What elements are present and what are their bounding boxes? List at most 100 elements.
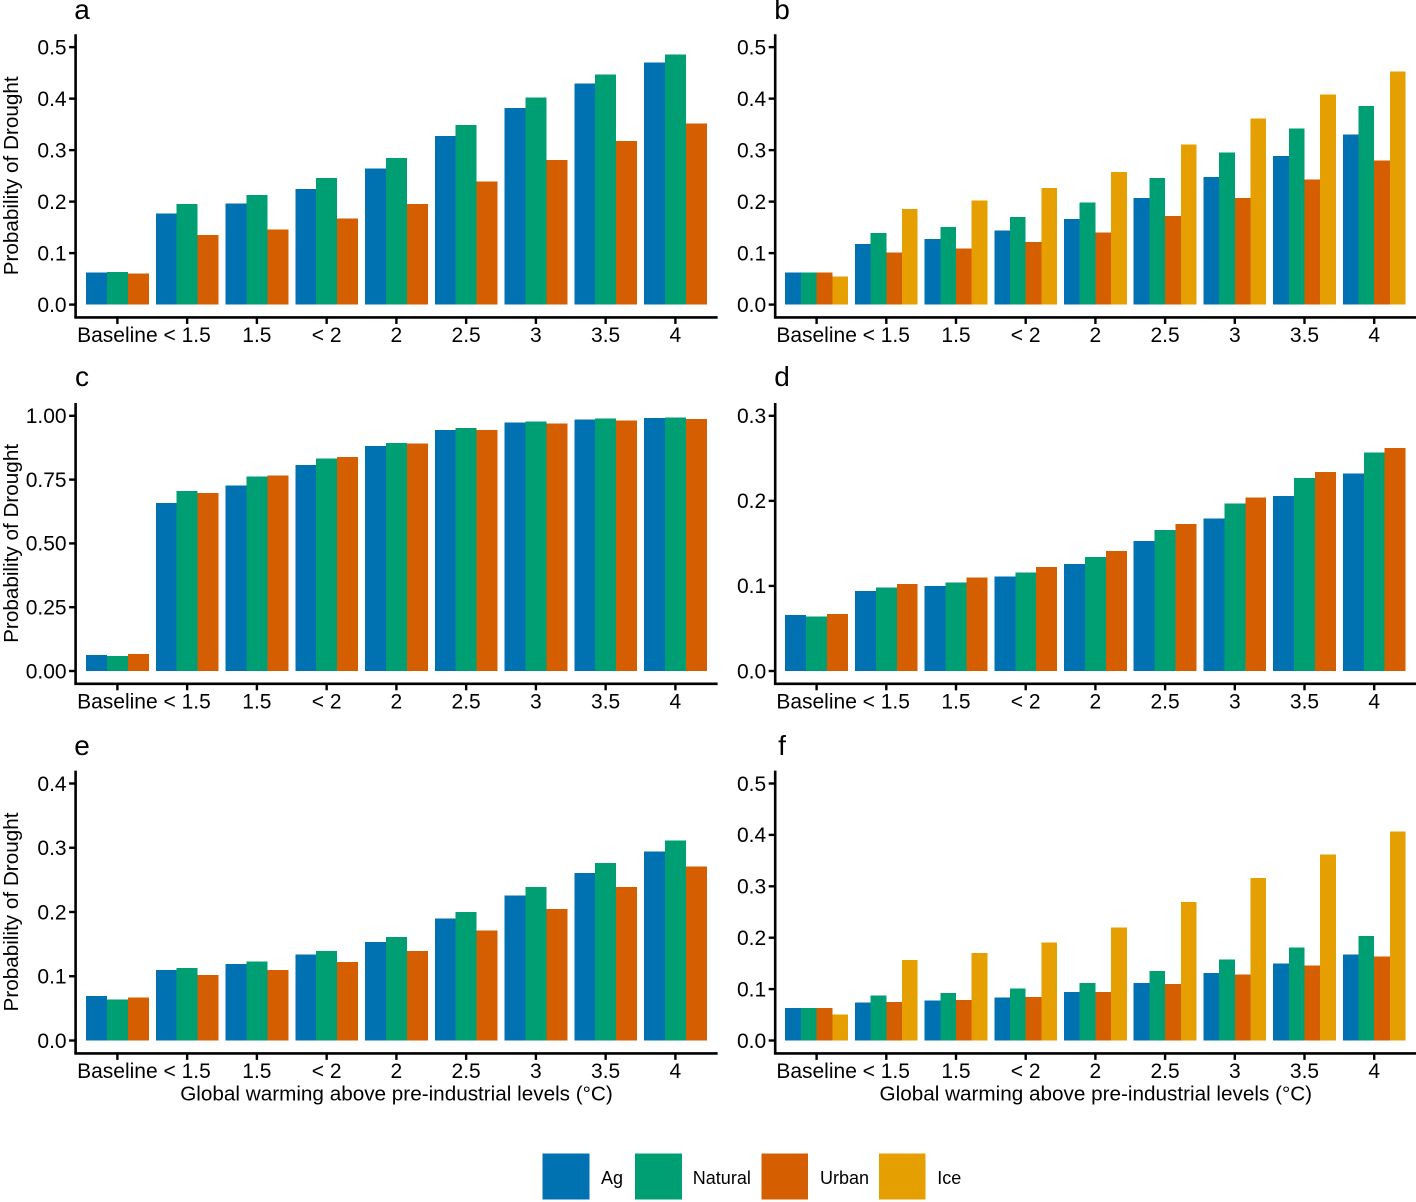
svg-text:0.2: 0.2: [737, 490, 766, 513]
svg-text:0.4: 0.4: [737, 824, 767, 847]
svg-text:1.5: 1.5: [941, 691, 970, 714]
svg-text:1.5: 1.5: [242, 1060, 271, 1083]
svg-text:Ag: Ag: [601, 1168, 623, 1188]
svg-text:0.1: 0.1: [737, 242, 766, 265]
svg-text:0.0: 0.0: [37, 1030, 66, 1053]
svg-text:0.00: 0.00: [26, 660, 67, 683]
svg-text:< 2: < 2: [312, 1060, 342, 1083]
svg-text:Baseline: Baseline: [77, 1060, 158, 1083]
svg-text:Probability of Drought: Probability of Drought: [0, 812, 23, 1011]
svg-text:0.3: 0.3: [737, 139, 766, 162]
svg-text:< 2: < 2: [1011, 1060, 1041, 1083]
svg-text:Urban: Urban: [820, 1168, 869, 1188]
svg-text:f: f: [778, 730, 786, 761]
svg-text:Global warming above pre-indus: Global warming above pre-industrial leve…: [180, 1082, 613, 1105]
svg-text:0.1: 0.1: [37, 966, 66, 989]
svg-text:4: 4: [1368, 691, 1380, 714]
svg-text:2: 2: [1090, 691, 1102, 714]
svg-text:0.2: 0.2: [37, 901, 66, 924]
svg-text:3: 3: [530, 324, 542, 347]
svg-text:Baseline: Baseline: [77, 691, 158, 714]
svg-text:0.4: 0.4: [37, 88, 67, 111]
svg-text:4: 4: [670, 1060, 682, 1083]
svg-text:d: d: [774, 361, 790, 392]
svg-text:1.5: 1.5: [941, 1060, 970, 1083]
svg-text:3: 3: [1229, 1060, 1241, 1083]
svg-text:Baseline: Baseline: [776, 324, 857, 347]
svg-text:2.5: 2.5: [1150, 1060, 1179, 1083]
svg-text:0.2: 0.2: [37, 191, 66, 214]
svg-text:0.3: 0.3: [737, 405, 766, 428]
svg-text:< 2: < 2: [1011, 691, 1041, 714]
svg-text:Baseline: Baseline: [776, 691, 857, 714]
svg-text:Global warming above pre-indus: Global warming above pre-industrial leve…: [880, 1082, 1313, 1105]
svg-text:3.5: 3.5: [591, 324, 620, 347]
svg-text:1.5: 1.5: [941, 324, 970, 347]
svg-text:3: 3: [530, 691, 542, 714]
svg-text:< 2: < 2: [1011, 324, 1041, 347]
svg-text:2.5: 2.5: [1150, 324, 1179, 347]
svg-text:0.2: 0.2: [737, 191, 766, 214]
svg-text:4: 4: [1368, 324, 1380, 347]
svg-text:0.1: 0.1: [737, 575, 766, 598]
svg-text:0.5: 0.5: [37, 36, 66, 59]
svg-text:3: 3: [1229, 324, 1241, 347]
svg-text:3: 3: [1229, 691, 1241, 714]
svg-text:Baseline: Baseline: [776, 1060, 857, 1083]
svg-text:1.5: 1.5: [242, 691, 271, 714]
svg-text:3.5: 3.5: [1290, 1060, 1319, 1083]
svg-text:0.0: 0.0: [737, 1030, 766, 1053]
svg-text:c: c: [75, 361, 89, 392]
svg-text:0.1: 0.1: [737, 978, 766, 1001]
svg-text:2.5: 2.5: [1150, 691, 1179, 714]
svg-text:< 1.5: < 1.5: [863, 691, 910, 714]
svg-text:3.5: 3.5: [1290, 324, 1319, 347]
svg-text:0.0: 0.0: [37, 294, 66, 317]
svg-text:Probability of Drought: Probability of Drought: [0, 76, 23, 275]
svg-text:2: 2: [391, 1060, 403, 1083]
svg-text:4: 4: [670, 324, 682, 347]
svg-text:< 2: < 2: [312, 691, 342, 714]
svg-text:0.2: 0.2: [737, 927, 766, 950]
svg-text:4: 4: [670, 691, 682, 714]
svg-text:b: b: [774, 0, 790, 25]
svg-text:0.0: 0.0: [737, 660, 766, 683]
svg-text:a: a: [74, 0, 90, 25]
svg-text:< 2: < 2: [312, 324, 342, 347]
svg-text:< 1.5: < 1.5: [863, 324, 910, 347]
svg-text:< 1.5: < 1.5: [863, 1060, 910, 1083]
svg-text:0.50: 0.50: [26, 533, 67, 556]
svg-text:1.00: 1.00: [26, 405, 67, 428]
svg-text:0.1: 0.1: [37, 242, 66, 265]
svg-text:0.25: 0.25: [26, 597, 67, 620]
svg-text:Natural: Natural: [693, 1168, 751, 1188]
svg-text:0.4: 0.4: [37, 773, 67, 796]
svg-text:2: 2: [391, 691, 403, 714]
svg-text:2.5: 2.5: [452, 691, 481, 714]
svg-text:0.5: 0.5: [737, 773, 766, 796]
svg-text:2.5: 2.5: [452, 324, 481, 347]
svg-text:Baseline: Baseline: [77, 324, 158, 347]
svg-text:3.5: 3.5: [591, 1060, 620, 1083]
svg-text:3.5: 3.5: [591, 691, 620, 714]
svg-text:0.0: 0.0: [737, 294, 766, 317]
svg-text:2: 2: [1090, 324, 1102, 347]
svg-text:0.5: 0.5: [737, 36, 766, 59]
svg-text:Ice: Ice: [937, 1168, 961, 1188]
svg-text:3: 3: [530, 1060, 542, 1083]
svg-text:0.3: 0.3: [37, 837, 66, 860]
svg-text:2: 2: [391, 324, 403, 347]
svg-text:< 1.5: < 1.5: [164, 691, 211, 714]
svg-text:0.3: 0.3: [37, 139, 66, 162]
svg-text:< 1.5: < 1.5: [164, 324, 211, 347]
svg-text:3.5: 3.5: [1290, 691, 1319, 714]
svg-text:0.75: 0.75: [26, 469, 67, 492]
svg-text:< 1.5: < 1.5: [164, 1060, 211, 1083]
svg-text:0.4: 0.4: [737, 88, 767, 111]
svg-text:2: 2: [1090, 1060, 1102, 1083]
svg-text:1.5: 1.5: [242, 324, 271, 347]
svg-text:Probability of Drought: Probability of Drought: [0, 444, 23, 643]
svg-text:e: e: [74, 730, 90, 761]
svg-text:0.3: 0.3: [737, 876, 766, 899]
svg-text:2.5: 2.5: [452, 1060, 481, 1083]
